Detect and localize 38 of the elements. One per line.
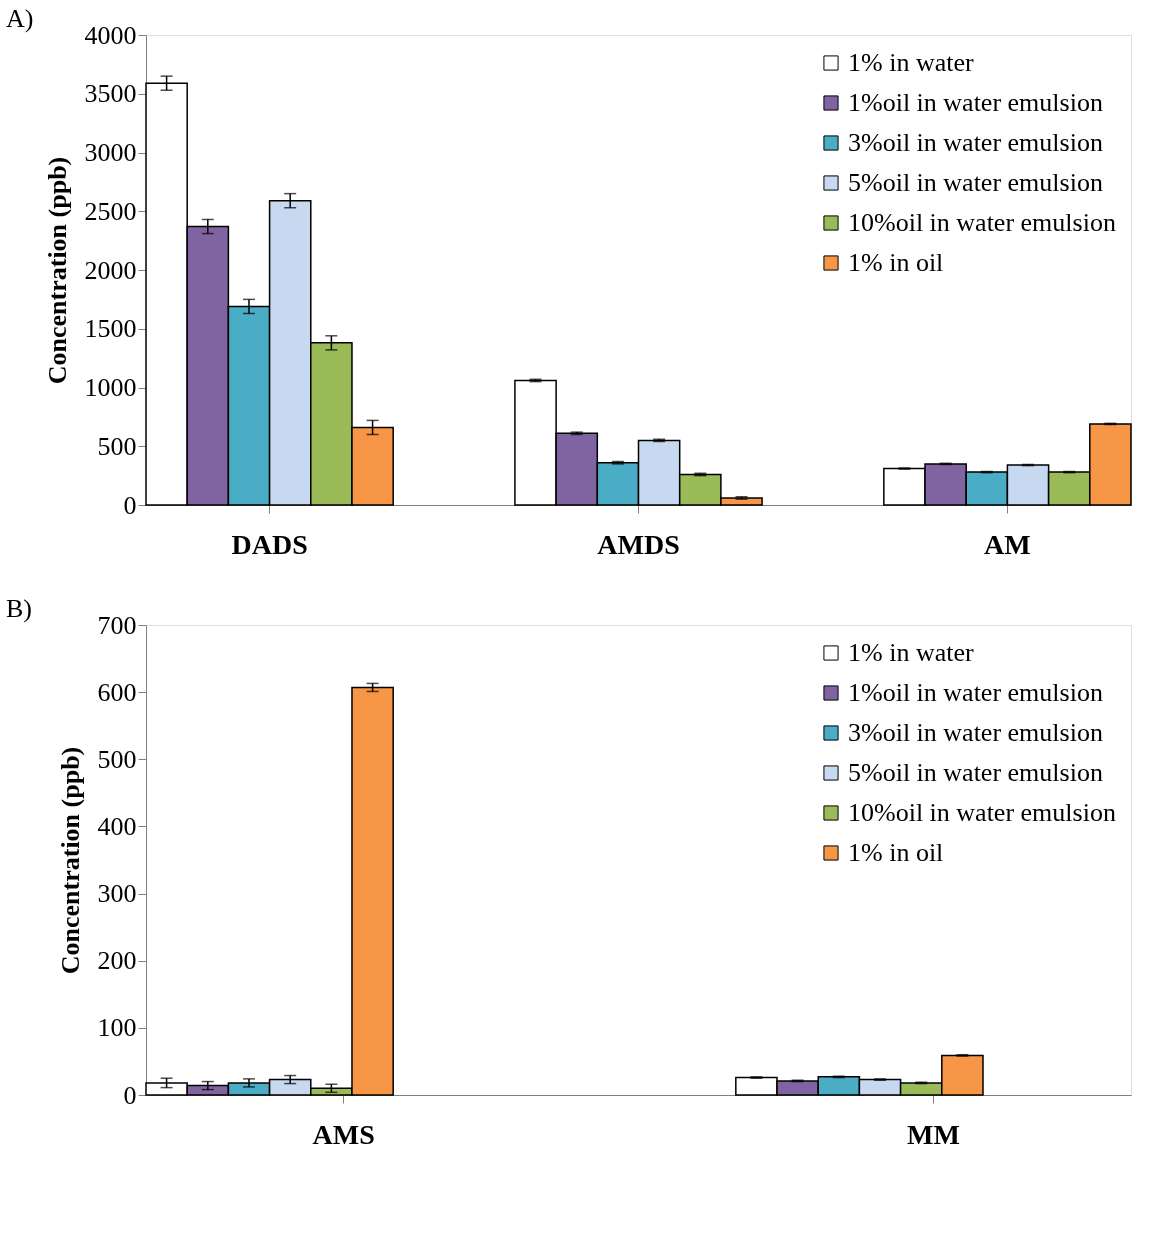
legend-label: 10%oil in water emulsion: [848, 208, 1116, 237]
y-axis-title: Concentration (ppb): [55, 746, 85, 975]
y-axis-title: Concentration (ppb): [42, 156, 72, 385]
y-tick-label: 2000: [84, 255, 137, 285]
y-tick-label: 4000: [84, 20, 137, 50]
legend-label: 3%oil in water emulsion: [848, 128, 1103, 157]
y-tick-label: 500: [97, 744, 137, 774]
legend-label: 5%oil in water emulsion: [848, 758, 1103, 787]
y-tick-label: 3500: [84, 79, 137, 109]
y-tick-label: 300: [97, 879, 137, 909]
y-tick-label: 0: [123, 1080, 137, 1110]
x-tick-label: MM: [906, 1118, 960, 1150]
legend-label: 1% in oil: [848, 248, 944, 277]
legend-label: 1% in water: [848, 638, 974, 667]
y-tick-label: 500: [97, 431, 137, 461]
y-tick-label: 400: [97, 811, 137, 841]
x-tick-label: DADS: [231, 528, 308, 560]
legend-label: 1% in water: [848, 48, 974, 77]
y-tick-label: 2500: [84, 196, 137, 226]
y-tick-label: 1000: [84, 373, 137, 402]
legend-label: 10%oil in water emulsion: [848, 798, 1116, 827]
x-tick-label: AMS: [312, 1118, 375, 1150]
y-tick-label: 0: [123, 490, 137, 520]
legend-label: 5%oil in water emulsion: [848, 168, 1103, 197]
x-tick-label: AM: [984, 528, 1031, 560]
chart-title: B): [6, 594, 32, 623]
y-tick-label: 3000: [84, 138, 137, 167]
legend-label: 1%oil in water emulsion: [848, 88, 1103, 117]
y-tick-label: 1500: [84, 314, 137, 344]
y-tick-label: 100: [97, 1013, 137, 1043]
chart-title: A): [6, 4, 34, 33]
legend-label: 3%oil in water emulsion: [848, 718, 1103, 747]
y-tick-label: 700: [97, 610, 137, 640]
x-tick-label: AMDS: [597, 528, 680, 560]
y-tick-label: 600: [97, 677, 137, 707]
legend-label: 1%oil in water emulsion: [848, 678, 1103, 707]
y-tick-label: 200: [97, 946, 137, 976]
legend-label: 1% in oil: [848, 838, 944, 867]
